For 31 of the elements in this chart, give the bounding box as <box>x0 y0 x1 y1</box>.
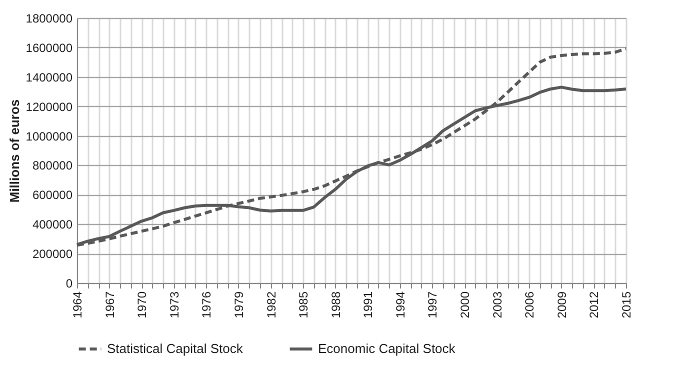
y-tick-label: 400000 <box>32 218 73 232</box>
y-tick-label: 1800000 <box>26 12 73 26</box>
y-tick-label: 600000 <box>32 188 73 202</box>
x-tick-label: 1976 <box>200 291 214 318</box>
y-tick-label: 0 <box>66 276 73 290</box>
y-tick-label: 200000 <box>32 247 73 262</box>
x-tick-label: 2000 <box>458 291 472 318</box>
x-tick-label: 1991 <box>361 291 376 318</box>
x-tick-label: 1964 <box>70 291 84 318</box>
x-tick-label: 1970 <box>135 291 150 318</box>
y-tick-label: 1000000 <box>26 129 73 144</box>
legend-label: Economic Capital Stock <box>318 341 456 356</box>
x-tick-label: 2015 <box>620 291 634 318</box>
x-tick-label: 1988 <box>328 291 343 318</box>
x-tick-label: 2012 <box>587 291 602 318</box>
y-tick-label: 1200000 <box>26 100 73 114</box>
x-tick-label: 1982 <box>264 291 278 318</box>
x-tick-label: 1994 <box>393 291 408 318</box>
x-tick-label: 2009 <box>554 291 569 318</box>
x-tick-label: 2003 <box>490 291 504 318</box>
x-tick-label: 1985 <box>296 291 311 318</box>
x-tick-label: 1979 <box>232 291 246 318</box>
legend-label: Statistical Capital Stock <box>107 341 244 356</box>
y-tick-label: 1600000 <box>26 40 73 55</box>
x-tick-label: 2006 <box>522 291 537 318</box>
x-tick-label: 1973 <box>167 291 182 318</box>
x-tick-label: 1967 <box>102 291 117 318</box>
y-tick-label: 1400000 <box>26 70 73 84</box>
x-tick-label: 1997 <box>426 291 440 318</box>
y-tick-label: 800000 <box>32 158 73 173</box>
y-axis-title: Millions of euros <box>6 99 22 203</box>
